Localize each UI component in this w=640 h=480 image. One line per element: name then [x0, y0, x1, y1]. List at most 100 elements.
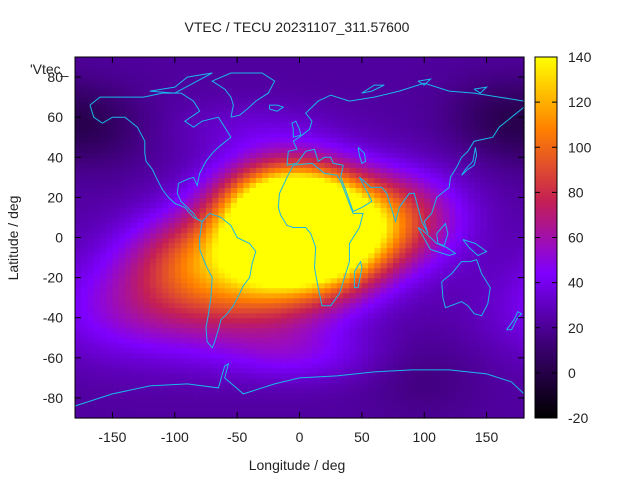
heatmap-cell — [280, 367, 288, 374]
heatmap-cell — [474, 182, 481, 188]
heatmap-cell — [174, 167, 182, 173]
heatmap-cell — [380, 397, 388, 404]
heatmap-cell — [492, 117, 500, 123]
heatmap-cell — [168, 277, 176, 284]
heatmap-cell — [131, 152, 138, 158]
heatmap-cell — [467, 112, 475, 118]
heatmap-cell — [336, 222, 344, 229]
heatmap-cell — [287, 172, 294, 178]
heatmap-cell — [505, 352, 513, 359]
heatmap-cell — [174, 262, 182, 269]
heatmap-cell — [399, 142, 407, 148]
heatmap-cell — [386, 267, 394, 274]
heatmap-cell — [380, 362, 388, 369]
heatmap-cell — [81, 117, 89, 123]
heatmap-cell — [81, 322, 89, 329]
heatmap-cell — [93, 212, 101, 219]
heatmap-cell — [467, 107, 475, 113]
heatmap-cell — [411, 112, 419, 118]
heatmap-cell — [480, 157, 488, 163]
heatmap-cell — [305, 272, 313, 279]
heatmap-cell — [318, 232, 326, 239]
heatmap-cell — [187, 137, 195, 143]
heatmap-cell — [517, 202, 525, 209]
heatmap-cell — [349, 317, 357, 324]
heatmap-cell — [480, 257, 488, 264]
heatmap-cell — [492, 162, 500, 168]
heatmap-cell — [474, 272, 481, 279]
heatmap-cell — [106, 97, 114, 103]
heatmap-cell — [262, 372, 269, 379]
heatmap-cell — [499, 382, 506, 389]
heatmap-cell — [424, 282, 432, 289]
heatmap-cell — [268, 117, 276, 123]
heatmap-cell — [199, 327, 207, 334]
heatmap-cell — [274, 317, 282, 324]
heatmap-cell — [505, 342, 513, 349]
heatmap-cell — [149, 207, 157, 214]
heatmap-cell — [81, 377, 89, 384]
heatmap-cell — [249, 107, 257, 113]
heatmap-cell — [131, 412, 138, 419]
heatmap-cell — [274, 222, 282, 229]
heatmap-cell — [442, 147, 450, 153]
heatmap-cell — [455, 332, 463, 339]
heatmap-cell — [81, 187, 89, 193]
heatmap-cell — [174, 117, 182, 123]
heatmap-cell — [293, 97, 301, 103]
heatmap-cell — [131, 377, 138, 384]
heatmap-cell — [380, 277, 388, 284]
heatmap-cell — [474, 297, 481, 304]
heatmap-cell — [349, 197, 357, 203]
heatmap-cell — [361, 327, 369, 334]
heatmap-cell — [174, 242, 182, 249]
heatmap-cell — [81, 182, 89, 188]
heatmap-cell — [205, 177, 213, 183]
heatmap-cell — [131, 117, 138, 123]
heatmap-cell — [237, 207, 244, 214]
heatmap-cell — [168, 232, 176, 239]
heatmap-cell — [417, 327, 425, 334]
heatmap-cell — [93, 332, 101, 339]
heatmap-cell — [511, 402, 519, 409]
heatmap-cell — [355, 82, 363, 88]
heatmap-cell — [162, 72, 170, 78]
heatmap-cell — [174, 122, 182, 128]
heatmap-cell — [149, 122, 157, 128]
heatmap-cell — [343, 77, 350, 83]
heatmap-cell — [274, 367, 282, 374]
heatmap-cell — [455, 357, 463, 364]
heatmap-cell — [305, 332, 313, 339]
heatmap-cell — [199, 342, 207, 349]
heatmap-cell — [81, 197, 89, 203]
heatmap-cell — [212, 272, 220, 279]
heatmap-cell — [156, 182, 163, 188]
heatmap-cell — [499, 202, 506, 209]
heatmap-cell — [511, 87, 519, 93]
heatmap-cell — [87, 67, 95, 73]
heatmap-cell — [455, 317, 463, 324]
heatmap-cell — [318, 202, 326, 209]
heatmap-cell — [124, 227, 132, 234]
heatmap-cell — [511, 352, 519, 359]
heatmap-cell — [255, 372, 263, 379]
heatmap-cell — [436, 142, 444, 148]
heatmap-cell — [492, 72, 500, 78]
heatmap-cell — [112, 367, 120, 374]
heatmap-cell — [311, 352, 319, 359]
heatmap-cell — [255, 317, 263, 324]
heatmap-cell — [137, 357, 145, 364]
heatmap-cell — [237, 197, 244, 203]
heatmap-cell — [467, 407, 475, 414]
heatmap-cell — [355, 337, 363, 344]
heatmap-cell — [99, 137, 107, 143]
heatmap-cell — [517, 247, 525, 254]
heatmap-cell — [205, 77, 213, 83]
heatmap-cell — [224, 227, 232, 234]
heatmap-cell — [486, 202, 494, 209]
heatmap-cell — [156, 397, 163, 404]
heatmap-cell — [243, 127, 251, 133]
heatmap-cell — [374, 317, 382, 324]
heatmap-cell — [75, 372, 82, 379]
heatmap-cell — [411, 382, 419, 389]
